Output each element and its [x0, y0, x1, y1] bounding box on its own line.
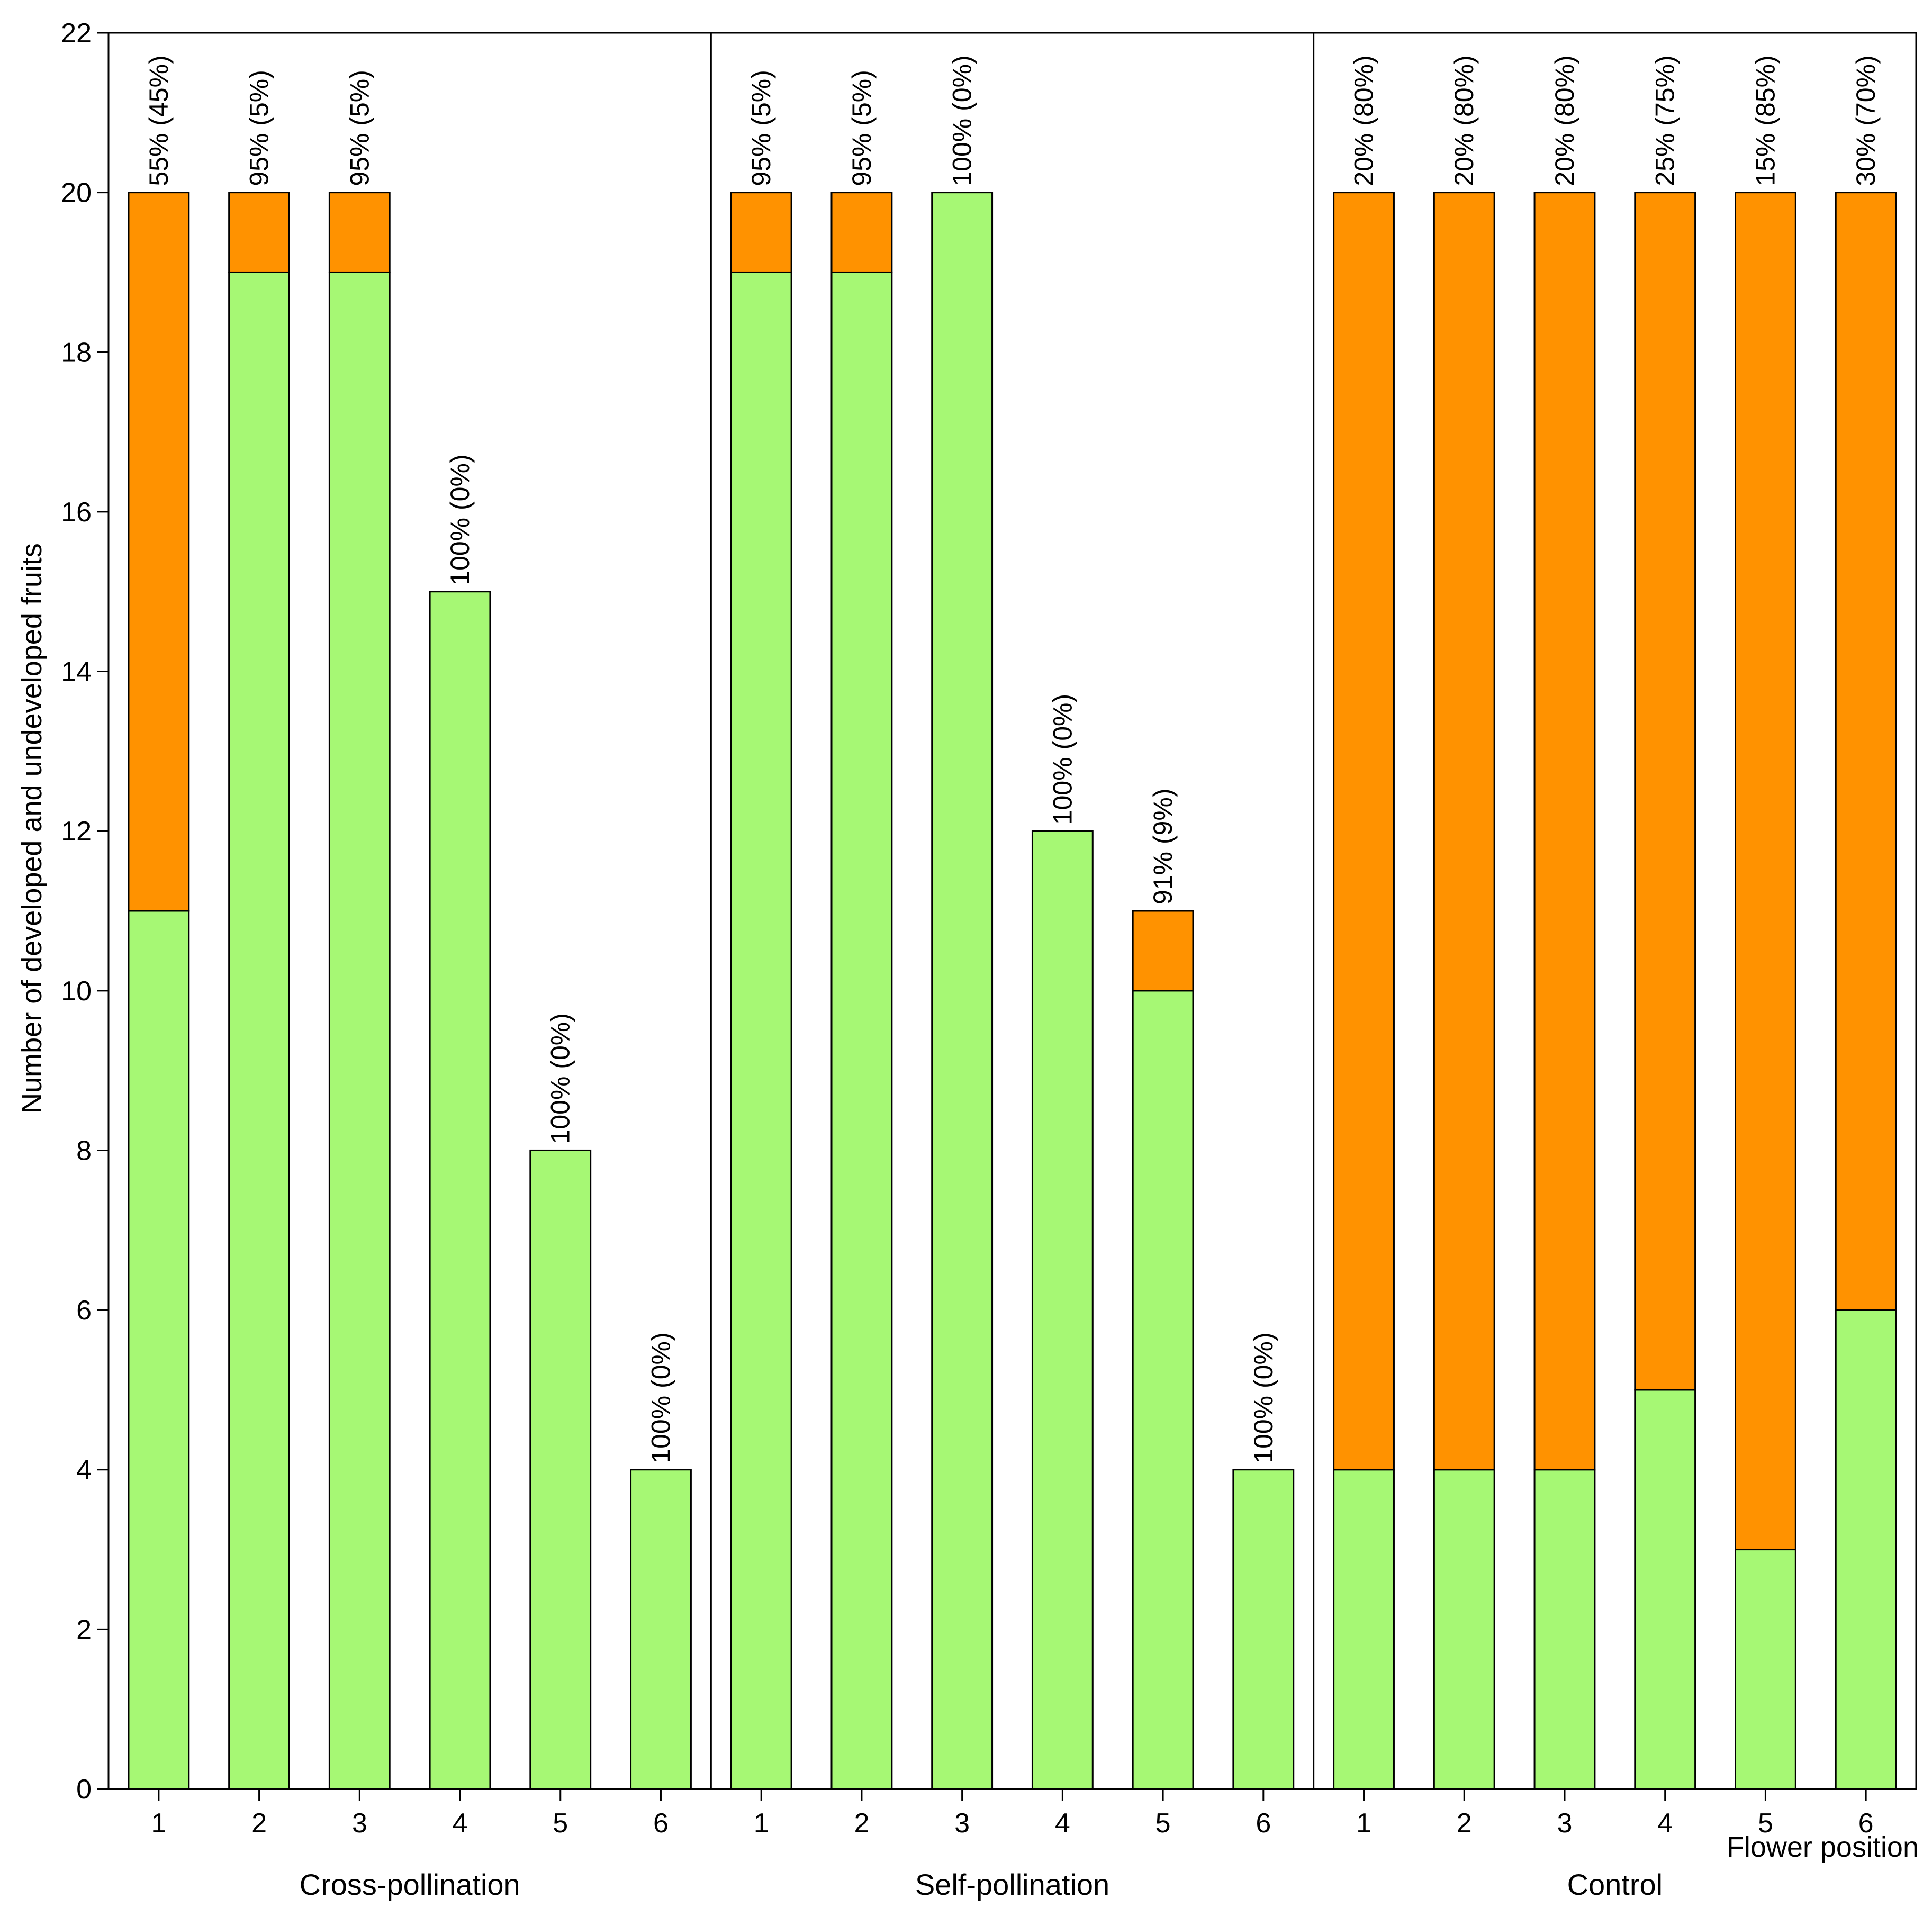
bar-developed [529, 1149, 592, 1790]
bar-undeveloped [1533, 192, 1596, 1471]
bar-developed [1735, 1549, 1796, 1790]
y-tick-label: 12 [61, 816, 92, 847]
bar-value-label: 100% (0%) [445, 454, 475, 585]
bar-value-label: 100% (0%) [947, 55, 977, 186]
x-tick-label: 2 [854, 1808, 869, 1839]
bar-value-label: 20% (80%) [1349, 55, 1379, 186]
bar-undeveloped [1835, 192, 1897, 1311]
y-axis-ticks: 0 2 4 6 8 10 12 14 16 18 20 22 [61, 18, 109, 1805]
x-tick-label: 5 [1758, 1808, 1773, 1839]
y-tick-label: 18 [61, 337, 92, 368]
x-tick-label: 2 [1457, 1808, 1472, 1839]
bar-undeveloped [128, 192, 190, 912]
y-axis-title: Number of developed and undeveloped frui… [16, 543, 48, 1114]
bar-developed [1533, 1469, 1596, 1790]
x-tick-label: 6 [1256, 1808, 1271, 1839]
bar-developed [1333, 1469, 1395, 1790]
x-tick-label: 3 [352, 1808, 367, 1839]
y-tick-label: 4 [76, 1455, 92, 1486]
bar-value-label: 20% (80%) [1550, 55, 1579, 186]
x-axis-title: Flower position [1727, 1831, 1919, 1863]
x-tick-label: 4 [1657, 1808, 1673, 1839]
bar-developed [1031, 830, 1094, 1790]
bar-developed [730, 271, 792, 1790]
bar-value-label: 100% (0%) [1249, 1332, 1278, 1463]
bar-value-labels: 55% (45%) 95% (5%) 95% (5%) 100% (0%) 100% (… [144, 55, 1881, 1463]
x-axis-ticks: 1 2 3 4 5 6 1 2 3 4 5 6 1 2 3 4 5 6 [151, 1789, 1874, 1839]
bar-developed [1232, 1469, 1295, 1790]
bar-undeveloped [1433, 192, 1495, 1471]
y-tick-label: 20 [61, 178, 92, 209]
bar-value-label: 25% (75%) [1650, 55, 1680, 186]
bar-undeveloped [830, 192, 893, 273]
x-tick-label: 3 [954, 1808, 970, 1839]
bar-developed [328, 271, 391, 1790]
bar-value-label: 91% (9%) [1148, 788, 1178, 905]
bar-value-label: 95% (5%) [345, 70, 374, 186]
bar-value-label: 20% (80%) [1449, 55, 1479, 186]
y-tick-label: 2 [76, 1614, 92, 1645]
group-dividers [710, 33, 1315, 1789]
bar-value-label: 100% (0%) [546, 1013, 575, 1144]
x-tick-label: 1 [754, 1808, 769, 1839]
bar-developed [830, 271, 893, 1790]
bar-developed [429, 591, 491, 1790]
bar-value-label: 95% (5%) [746, 70, 776, 186]
bar-value-label: 100% (0%) [1048, 694, 1077, 825]
bar-value-label: 55% (45%) [144, 55, 174, 186]
bar-developed [1835, 1309, 1897, 1790]
x-tick-label: 3 [1557, 1808, 1573, 1839]
bar-developed [630, 1469, 692, 1790]
bar-value-label: 95% (5%) [847, 70, 877, 186]
y-tick-label: 14 [61, 657, 92, 688]
axes [107, 32, 1917, 1790]
bar-developed [128, 910, 190, 1790]
bar-undeveloped [1333, 192, 1395, 1471]
bar-developed [228, 271, 290, 1790]
bar-value-label: 30% (70%) [1851, 55, 1881, 186]
y-tick-label: 22 [61, 18, 92, 49]
y-tick-label: 10 [61, 976, 92, 1007]
y-tick-label: 16 [61, 497, 92, 528]
y-tick-label: 0 [76, 1774, 92, 1805]
group-labels: Cross-pollination Self-pollination Control [300, 1868, 1663, 1901]
bar-developed [1132, 990, 1194, 1790]
bar-undeveloped [1132, 910, 1194, 992]
bar-undeveloped [228, 192, 290, 273]
bar-value-label: 15% (85%) [1750, 55, 1780, 186]
bar-value-label: 100% (0%) [646, 1332, 675, 1463]
x-tick-label: 2 [251, 1808, 267, 1839]
x-tick-label: 6 [1858, 1808, 1874, 1839]
plot-frame [107, 32, 1917, 1790]
x-tick-label: 1 [1356, 1808, 1371, 1839]
group-label: Control [1567, 1868, 1663, 1901]
bar-developed [1433, 1469, 1495, 1790]
x-tick-label: 1 [151, 1808, 166, 1839]
bar-developed [1634, 1389, 1696, 1790]
bar-undeveloped [1634, 192, 1696, 1391]
x-tick-label: 4 [453, 1808, 468, 1839]
bar-undeveloped [328, 192, 391, 273]
bar-value-label: 95% (5%) [245, 70, 274, 186]
bar-developed [931, 192, 994, 1790]
group-label: Cross-pollination [300, 1868, 520, 1901]
x-tick-label: 5 [1155, 1808, 1171, 1839]
x-tick-label: 4 [1055, 1808, 1070, 1839]
bar-undeveloped [730, 192, 792, 273]
group-label: Self-pollination [915, 1868, 1109, 1901]
y-tick-label: 6 [76, 1295, 92, 1326]
bar-undeveloped [1735, 192, 1796, 1551]
x-tick-label: 5 [553, 1808, 568, 1839]
y-tick-label: 8 [76, 1135, 92, 1166]
x-tick-label: 6 [653, 1808, 669, 1839]
bars [128, 192, 1897, 1790]
